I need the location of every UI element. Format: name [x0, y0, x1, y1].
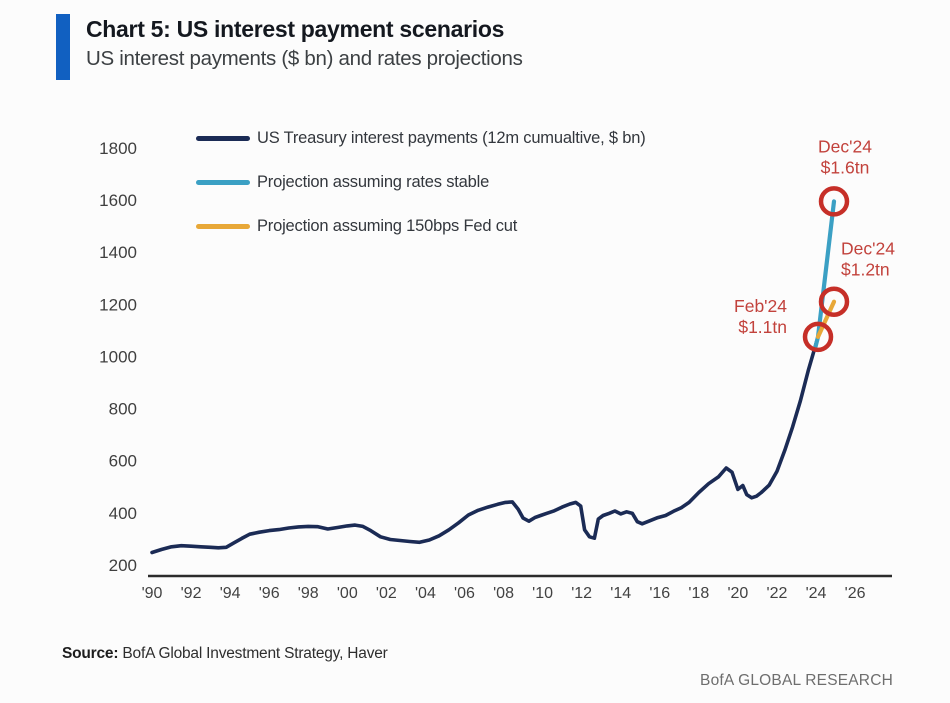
x-tick-label: '20 — [727, 585, 748, 602]
header-accent-bar — [56, 14, 70, 80]
x-tick-label: '04 — [415, 585, 436, 602]
series-treasury-line — [150, 335, 820, 555]
legend-item-rates-stable: Projection assuming rates stable — [196, 172, 646, 191]
legend-label-fed-cut: Projection assuming 150bps Fed cut — [257, 216, 518, 235]
legend-label-rates-stable: Projection assuming rates stable — [257, 172, 490, 191]
brand-text: BofA GLOBAL RESEARCH — [700, 672, 893, 689]
y-tick-label: 1000 — [99, 347, 137, 366]
annotation-text: Dec'24 — [841, 239, 895, 259]
marker-circle — [802, 321, 834, 353]
x-tick-label: '90 — [142, 585, 163, 602]
chart-legend: US Treasury interest payments (12m cumua… — [196, 128, 646, 262]
y-tick-label: 400 — [109, 504, 137, 523]
legend-item-treasury: US Treasury interest payments (12m cumua… — [196, 128, 646, 147]
x-tick-label: '06 — [454, 585, 475, 602]
source-line: Source: BofA Global Investment Strategy,… — [62, 645, 388, 663]
x-tick-label: '16 — [649, 585, 670, 602]
source-label: Source: — [62, 645, 119, 662]
y-tick-label: 600 — [109, 452, 137, 471]
x-tick-label: '18 — [688, 585, 709, 602]
chart-title: Chart 5: US interest payment scenarios — [86, 16, 505, 42]
legend-item-fed-cut: Projection assuming 150bps Fed cut — [196, 216, 646, 235]
x-tick-label: '26 — [845, 585, 866, 602]
x-tick-label: '10 — [532, 585, 553, 602]
series-fedcut-line — [815, 299, 837, 339]
x-tick-label: '14 — [610, 585, 631, 602]
y-tick-label: 1200 — [99, 295, 137, 314]
chart-subtitle: US interest payments ($ bn) and rates pr… — [86, 47, 523, 70]
x-tick-label: '02 — [376, 585, 397, 602]
annotation-text: Feb'24 — [734, 296, 787, 316]
legend-swatch-fed-cut — [196, 223, 250, 229]
chart-header: Chart 5: US interest payment scenarios U… — [56, 14, 523, 80]
y-tick-label: 1400 — [99, 243, 137, 262]
x-tick-label: '24 — [806, 585, 827, 602]
x-tick-label: '92 — [181, 585, 202, 602]
legend-swatch-rates-stable — [196, 179, 250, 185]
x-tick-label: '98 — [298, 585, 319, 602]
y-tick-label: 800 — [109, 400, 137, 419]
annotation-text: Dec'24 — [818, 136, 872, 156]
x-tick-label: '08 — [493, 585, 514, 602]
legend-swatch-treasury — [196, 135, 250, 141]
marker-circle — [818, 286, 850, 317]
x-tick-label: '12 — [571, 585, 592, 602]
y-tick-label: 200 — [109, 556, 137, 575]
x-tick-label: '22 — [767, 585, 788, 602]
x-tick-label: '96 — [259, 585, 280, 602]
annotation-text: $1.2tn — [841, 260, 890, 280]
y-tick-label: 1800 — [99, 139, 137, 158]
x-tick-label: '94 — [220, 585, 241, 602]
annotation-text: $1.6tn — [821, 157, 870, 177]
y-tick-label: 1600 — [99, 191, 137, 210]
x-tick-label: '00 — [337, 585, 358, 602]
annotation-text: $1.1tn — [738, 317, 787, 337]
marker-circle — [818, 186, 850, 217]
source-text: BofA Global Investment Strategy, Haver — [118, 645, 388, 662]
legend-label-treasury: US Treasury interest payments (12m cumua… — [257, 128, 646, 147]
